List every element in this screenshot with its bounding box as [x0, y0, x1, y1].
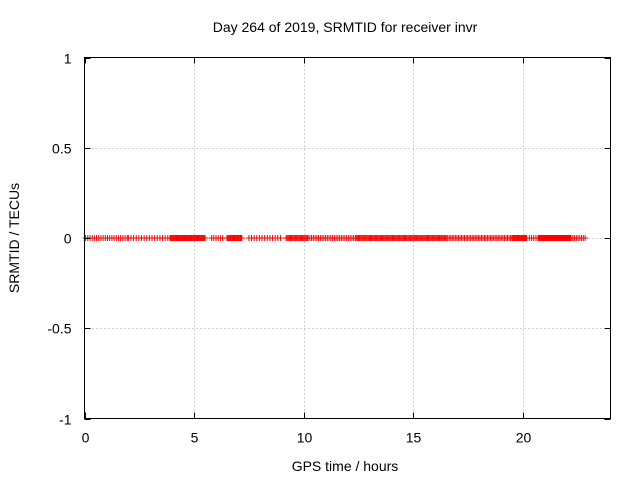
data-point — [582, 235, 589, 241]
y-tick-label: 1 — [64, 51, 72, 67]
y-tick-label: 0.5 — [52, 141, 72, 157]
x-tick-label: 0 — [82, 430, 90, 446]
x-axis-label: GPS time / hours — [292, 458, 399, 474]
y-axis-label: SRMTID / TECUs — [6, 183, 22, 293]
chart-title: Day 264 of 2019, SRMTID for receiver inv… — [213, 19, 478, 35]
data-point — [277, 235, 284, 241]
x-tick-label: 20 — [516, 430, 532, 446]
data-point — [202, 235, 209, 241]
y-tick-label: 0 — [64, 231, 72, 247]
x-tick-label: 5 — [191, 430, 199, 446]
y-tick-label: -1 — [59, 412, 72, 428]
x-tick-label: 10 — [297, 430, 313, 446]
axis-ticks: 0 5 10 15 20 -1 -0.5 0 0.5 1 — [47, 51, 611, 446]
data-point — [238, 235, 245, 241]
x-tick-label: 15 — [406, 430, 422, 446]
y-tick-label: -0.5 — [47, 321, 71, 337]
data-points — [82, 235, 589, 241]
